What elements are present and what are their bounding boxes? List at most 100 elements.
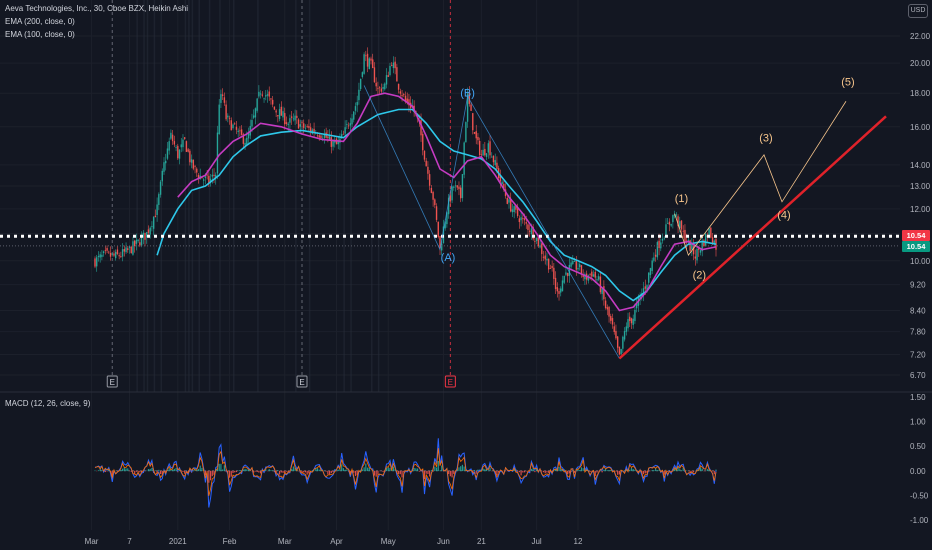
macd-hist-bar xyxy=(285,470,288,472)
macd-hist-bar xyxy=(137,470,139,472)
macd-hist-bar xyxy=(520,470,522,476)
macd-hist-bar xyxy=(648,470,650,472)
candle-body xyxy=(642,288,645,295)
candle-body xyxy=(111,253,113,255)
macd-hist-bar xyxy=(273,470,275,473)
candle-body xyxy=(337,140,339,145)
currency-badge[interactable]: USD xyxy=(908,4,928,18)
price-tick-label: 16.00 xyxy=(910,123,931,132)
candle-body xyxy=(535,237,538,242)
candle-body xyxy=(146,232,148,238)
candle-body xyxy=(182,139,184,148)
candle-body xyxy=(351,118,353,125)
candle-body xyxy=(166,148,169,159)
candle-body xyxy=(611,318,614,325)
ema200-legend[interactable]: EMA (200, close, 0) xyxy=(5,17,75,26)
time-tick-label: Apr xyxy=(330,537,343,546)
candle-body xyxy=(106,248,108,251)
macd-hist-bar xyxy=(223,465,225,472)
candle-body xyxy=(648,272,650,283)
candle-body xyxy=(359,78,362,89)
candle-body xyxy=(544,255,546,260)
macd-hist-bar xyxy=(517,470,519,472)
price-tick-label: 13.00 xyxy=(910,182,931,191)
candle-body xyxy=(606,307,609,310)
time-tick-label: May xyxy=(381,537,396,546)
macd-hist-bar xyxy=(594,470,596,477)
candle-body xyxy=(534,240,536,242)
macd-hist-bar xyxy=(456,468,458,472)
macd-hist-bar xyxy=(239,470,241,472)
macd-hist-bar xyxy=(603,469,605,472)
candle-body xyxy=(630,318,633,324)
trendline xyxy=(618,115,887,360)
candle-body xyxy=(370,58,372,61)
macd-hist-bar xyxy=(461,464,464,472)
candle-body xyxy=(309,127,312,132)
macd-hist-bar xyxy=(663,470,665,475)
candle-body xyxy=(268,91,270,97)
macd-hist-bar xyxy=(256,470,258,472)
macd-hist-bar xyxy=(568,470,570,474)
macd-hist-bar xyxy=(530,468,533,472)
macd-hist-bar xyxy=(596,470,598,473)
candle-body xyxy=(403,94,405,96)
candle-body xyxy=(391,65,393,66)
candle-body xyxy=(396,67,398,82)
macd-hist-bar xyxy=(513,468,515,472)
candle-body xyxy=(673,214,676,217)
macd-hist-bar xyxy=(541,470,543,472)
ema-price-tag: 10.54 xyxy=(902,241,930,252)
macd-legend[interactable]: MACD (12, 26, close, 9) xyxy=(5,399,91,408)
macd-hist-bar xyxy=(679,469,681,472)
candle-body xyxy=(701,242,703,252)
candle-body xyxy=(247,133,250,139)
time-tick-label: Jun xyxy=(437,537,450,546)
candle-body xyxy=(104,250,107,252)
macd-hist-bar xyxy=(430,470,432,472)
candle-body xyxy=(529,230,531,232)
candle-body xyxy=(454,185,457,187)
candle-body xyxy=(97,256,100,258)
candle-body xyxy=(510,198,512,212)
abc-path xyxy=(363,85,620,359)
candle-body xyxy=(675,214,678,216)
candle-body xyxy=(547,258,550,270)
candle-body xyxy=(251,120,253,127)
candle-body xyxy=(216,132,219,174)
macd-hist-bar xyxy=(670,470,672,473)
session-stripe xyxy=(188,0,190,392)
candle-body xyxy=(209,178,212,183)
candle-body xyxy=(501,181,503,185)
symbol-legend[interactable]: Aeva Technologies, Inc., 30, Cboe BZX, H… xyxy=(5,4,189,13)
session-stripe xyxy=(308,0,311,392)
candle-body xyxy=(133,240,136,247)
candle-body xyxy=(240,129,243,135)
candle-body xyxy=(154,215,157,218)
candle-body xyxy=(472,113,474,131)
candle-body xyxy=(449,195,452,202)
macd-hist-bar xyxy=(325,470,327,472)
candle-body xyxy=(427,166,429,174)
candle-body xyxy=(537,235,540,247)
ema100-legend[interactable]: EMA (100, close, 0) xyxy=(5,30,75,39)
macd-hist-bar xyxy=(318,469,320,472)
macd-hist-bar xyxy=(122,468,124,472)
candle-body xyxy=(513,206,515,213)
candle-body xyxy=(556,287,558,292)
candle-body xyxy=(503,183,505,190)
candle-body xyxy=(168,141,170,151)
macd-hist-bar xyxy=(158,469,160,472)
candle-body xyxy=(485,153,488,157)
candle-body xyxy=(378,87,381,89)
macd-hist-bar xyxy=(182,470,184,472)
macd-tick-label: -1.00 xyxy=(910,516,929,525)
candle-body xyxy=(680,220,683,230)
macd-hist-bar xyxy=(303,470,305,473)
macd-hist-bar xyxy=(104,470,106,473)
macd-hist-bar xyxy=(246,469,248,472)
macd-hist-bar xyxy=(306,470,308,475)
macd-hist-bar xyxy=(108,469,110,472)
candle-body xyxy=(460,187,462,199)
